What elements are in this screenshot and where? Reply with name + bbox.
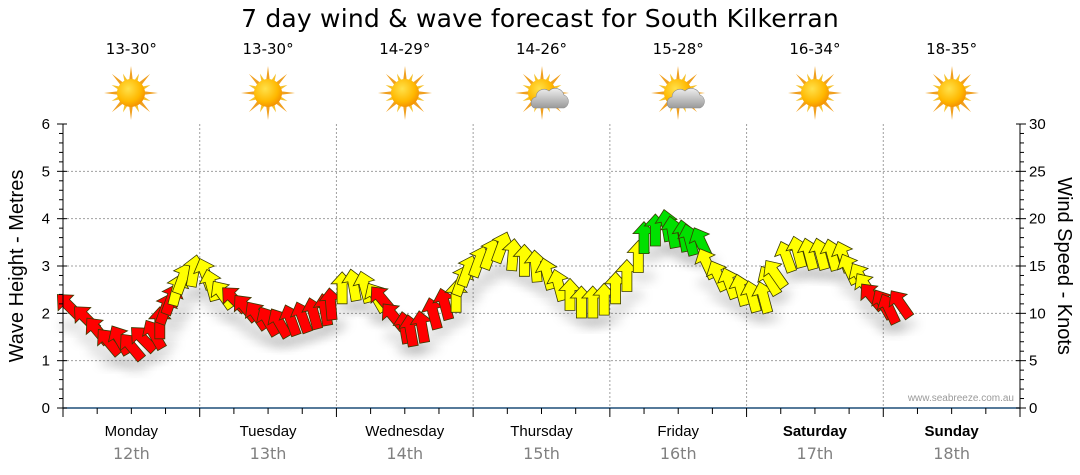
day-date-label: 17th — [797, 444, 834, 463]
right-tick-label: 0 — [1029, 400, 1037, 417]
sunny-icon — [924, 66, 979, 120]
day-name-label: Sunday — [925, 423, 980, 440]
right-tick-label: 5 — [1029, 353, 1037, 370]
chart-title: 7 day wind & wave forecast for South Kil… — [241, 4, 839, 33]
left-tick-label: 4 — [42, 211, 50, 228]
day-name-label: Wednesday — [365, 423, 444, 440]
temperature-range: 16-34° — [789, 40, 841, 58]
partly-cloudy-icon — [514, 66, 569, 120]
arrow-shadow — [616, 289, 645, 302]
arrow-shadow — [58, 319, 87, 332]
left-tick-label: 5 — [42, 163, 50, 180]
wind-arrow — [546, 268, 570, 303]
left-tick-label: 3 — [42, 258, 50, 275]
temperature-range: 14-26° — [515, 40, 568, 58]
day-name-label: Thursday — [510, 423, 573, 440]
wind-arrow — [888, 290, 915, 321]
right-tick-label: 25 — [1029, 163, 1046, 180]
day-weather: 14-26° — [492, 40, 592, 122]
day-weather: 14-29° — [355, 40, 455, 122]
sunny-icon — [104, 66, 159, 120]
wind-arrow — [763, 260, 789, 291]
right-tick-label: 15 — [1029, 258, 1046, 275]
day-name-label: Saturday — [783, 423, 848, 440]
day-date-label: 12th — [113, 444, 150, 463]
y-axis-label-left: Wave Height - Metres — [6, 170, 28, 363]
temperature-range: 15-28° — [652, 40, 704, 58]
day-weather: 13-30° — [218, 40, 318, 122]
day-date-label: 18th — [933, 444, 970, 463]
right-tick-label: 30 — [1029, 116, 1046, 133]
wind-arrows — [56, 208, 915, 363]
day-weather: 18-35° — [902, 40, 1002, 122]
day-name-label: Monday — [105, 423, 159, 440]
sunny-icon — [787, 66, 842, 120]
wind-arrow — [705, 260, 730, 293]
day-date-label: 13th — [250, 444, 287, 463]
arrow-shadow — [411, 340, 440, 353]
day-name-label: Tuesday — [240, 423, 297, 440]
sunny-icon — [377, 66, 432, 120]
y-axis-label-right: Wind Speed - Knots — [1053, 177, 1075, 355]
arrow-shadow — [605, 301, 634, 314]
day-date-label: 16th — [660, 444, 697, 463]
temperature-range: 13-30° — [242, 40, 294, 58]
day-weather: 15-28° — [628, 40, 728, 122]
temperature-range: 13-30° — [105, 40, 157, 58]
left-tick-label: 2 — [42, 305, 50, 322]
watermark: www.seabreeze.com.au — [907, 393, 1014, 404]
temperature-range: 14-29° — [379, 40, 431, 58]
right-tick-label: 10 — [1029, 305, 1046, 322]
left-tick-label: 6 — [42, 116, 50, 133]
left-tick-label: 0 — [42, 400, 50, 417]
arrow-shadow — [423, 327, 452, 340]
sunny-icon — [241, 66, 296, 120]
day-weather: 16-34° — [765, 40, 865, 122]
day-date-label: 15th — [523, 444, 560, 463]
arrow-shadow — [594, 313, 623, 326]
arrow-shadow — [628, 270, 657, 283]
temperature-range: 18-35° — [926, 40, 978, 58]
day-weather: 13-30° — [81, 40, 181, 122]
arrow-shadow — [446, 310, 475, 323]
arrow-shadow — [753, 311, 782, 324]
right-tick-label: 20 — [1029, 211, 1046, 228]
partly-cloudy-icon — [651, 66, 706, 120]
day-name-label: Friday — [657, 423, 699, 440]
axes: 0 1 2 3 4 5 6 0 5 10 15 20 25 30 Monday 12th Tuesday 13th… — [42, 116, 1046, 463]
left-tick-label: 1 — [42, 353, 50, 370]
day-date-label: 14th — [386, 444, 423, 463]
